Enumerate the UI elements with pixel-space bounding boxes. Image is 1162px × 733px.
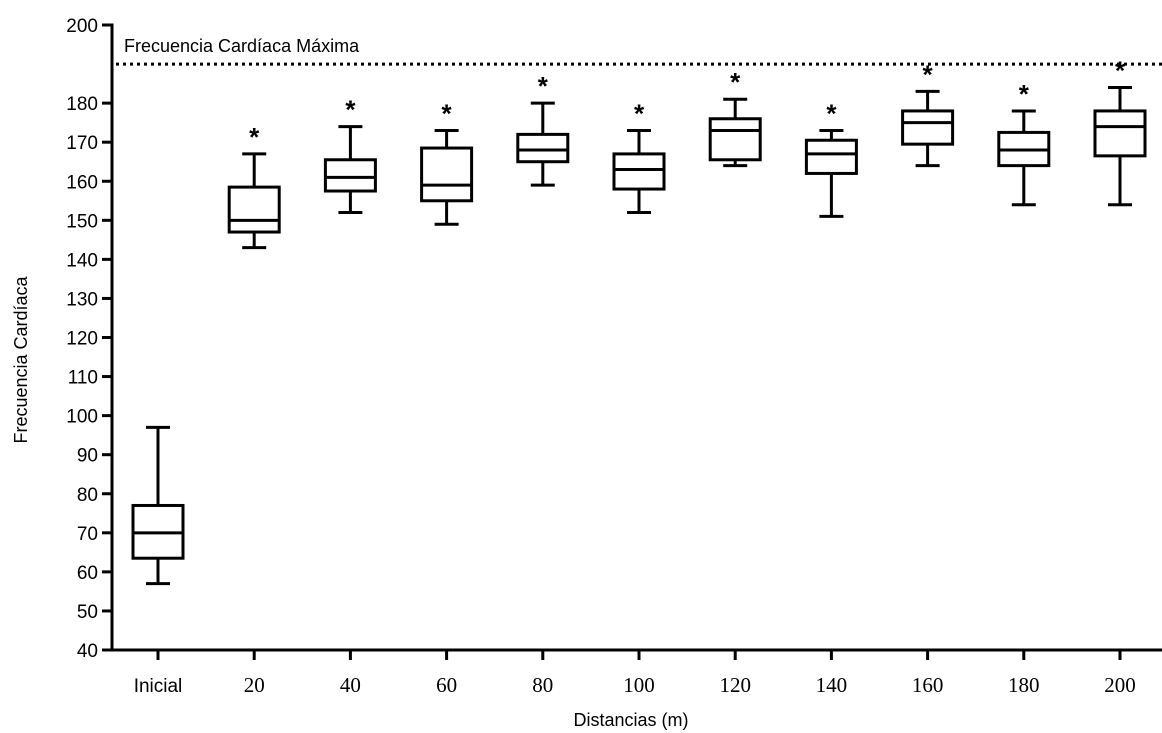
x-tick-label-200: 200: [1104, 673, 1136, 697]
iqr-box-160: [901, 109, 955, 146]
y-tick-label-110: 110: [68, 368, 98, 389]
significance-marker-80: *: [538, 71, 549, 101]
boxes: * * * * * * * * * *: [131, 56, 1147, 586]
y-tick-label-60: 60: [77, 563, 98, 584]
significance-marker-200: *: [1115, 56, 1126, 86]
x-tick-label-100: 100: [623, 673, 655, 697]
y-tick-label-90: 90: [77, 446, 98, 467]
y-tick-label-40: 40: [77, 641, 98, 662]
y-tick-label-150: 150: [66, 211, 98, 232]
y-axis: 40 50 60 70 80 90 100 110 120 130 140 150 160 170 180 2…: [66, 16, 114, 662]
box-120: *: [708, 67, 762, 168]
y-axis-title: Frecuencia Cardíaca: [11, 275, 31, 443]
y-tick-label-180: 180: [66, 94, 98, 115]
significance-marker-160: *: [923, 59, 934, 89]
box-Inicial: [131, 425, 185, 586]
iqr-box-140: [804, 138, 858, 175]
y-tick-label-200: 200: [66, 16, 98, 37]
iqr-box-80: [516, 132, 570, 164]
y-tick-label-160: 160: [66, 172, 98, 193]
significance-marker-20: *: [249, 122, 260, 152]
box-180: *: [997, 79, 1051, 207]
y-tick-label-140: 140: [66, 250, 98, 271]
x-tick-label-140: 140: [816, 673, 848, 697]
significance-marker-40: *: [345, 95, 356, 125]
x-axis: Inicial 20 40 60 80 100 120 140 160 180 200: [110, 648, 1162, 697]
box-140: *: [804, 98, 858, 218]
box-160: *: [901, 59, 955, 168]
y-tick-label-70: 70: [77, 524, 98, 545]
iqr-box-200: [1093, 109, 1147, 158]
x-tick-label-40: 40: [340, 673, 361, 697]
significance-marker-180: *: [1019, 79, 1030, 109]
x-tick-label-120: 120: [719, 673, 751, 697]
iqr-box-20: [227, 185, 281, 234]
y-tick-label-100: 100: [66, 407, 98, 428]
iqr-box-40: [323, 158, 377, 193]
x-tick-label-60: 60: [436, 673, 457, 697]
box-40: *: [323, 95, 377, 214]
max-heart-rate-label: Frecuencia Cardíaca Máxima: [124, 36, 360, 56]
box-80: *: [516, 71, 570, 187]
y-tick-label-50: 50: [77, 602, 98, 623]
significance-marker-60: *: [442, 98, 453, 128]
x-tick-label-80: 80: [532, 673, 553, 697]
x-tick-label-Inicial: Inicial: [134, 676, 183, 697]
x-tick-label-160: 160: [912, 673, 944, 697]
x-tick-label-180: 180: [1008, 673, 1040, 697]
x-axis-title: Distancias (m): [573, 710, 688, 730]
iqr-box-100: [612, 152, 666, 191]
significance-marker-100: *: [634, 98, 645, 128]
y-tick-label-120: 120: [66, 329, 98, 350]
box-60: *: [420, 98, 474, 226]
iqr-box-60: [420, 146, 474, 203]
reference-line-group: Frecuencia Cardíaca Máxima: [116, 36, 1162, 66]
significance-marker-120: *: [730, 67, 741, 97]
y-tick-label-170: 170: [66, 133, 98, 154]
box-100: *: [612, 98, 666, 214]
significance-marker-140: *: [826, 98, 837, 128]
y-tick-label-80: 80: [77, 485, 98, 506]
iqr-box-120: [708, 117, 762, 162]
box-200: *: [1093, 56, 1147, 207]
x-tick-label-20: 20: [244, 673, 265, 697]
y-tick-label-130: 130: [66, 289, 98, 310]
box-20: *: [227, 122, 281, 250]
